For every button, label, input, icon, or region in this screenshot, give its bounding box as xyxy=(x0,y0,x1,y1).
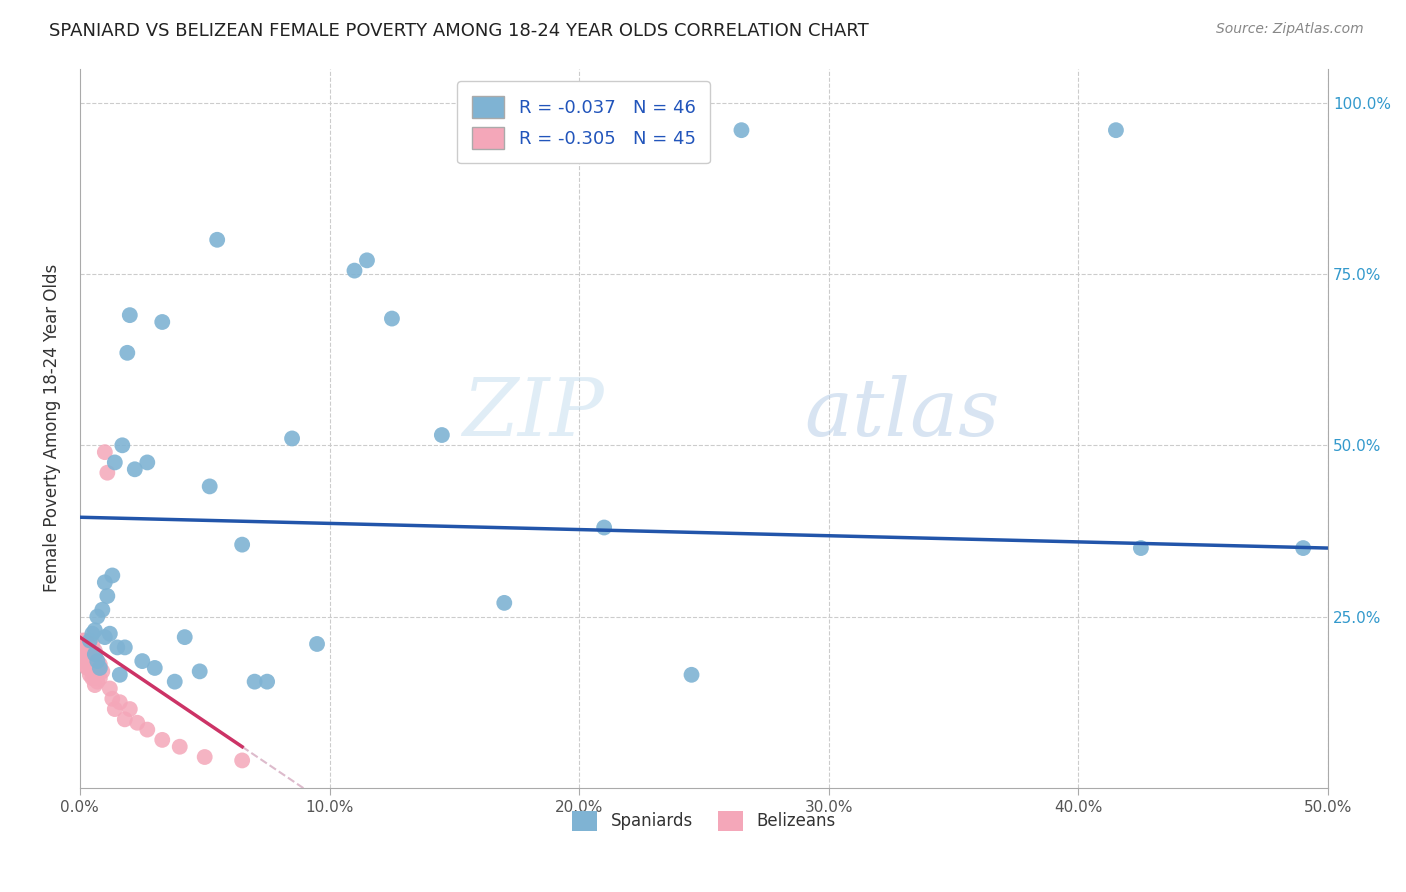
Text: ZIP: ZIP xyxy=(463,375,605,452)
Point xyxy=(305,637,328,651)
Point xyxy=(96,466,118,480)
Point xyxy=(86,609,108,624)
Point xyxy=(91,603,114,617)
Point xyxy=(96,589,118,603)
Point xyxy=(111,438,134,452)
Point xyxy=(356,253,378,268)
Point xyxy=(94,445,117,459)
Point xyxy=(143,661,166,675)
Text: SPANIARD VS BELIZEAN FEMALE POVERTY AMONG 18-24 YEAR OLDS CORRELATION CHART: SPANIARD VS BELIZEAN FEMALE POVERTY AMON… xyxy=(49,22,869,40)
Point xyxy=(173,630,195,644)
Point xyxy=(91,665,114,679)
Point xyxy=(89,657,111,672)
Point xyxy=(79,633,101,648)
Point xyxy=(73,647,96,661)
Point xyxy=(82,657,104,672)
Point xyxy=(243,674,266,689)
Point xyxy=(256,674,278,689)
Point xyxy=(117,346,139,360)
Point xyxy=(72,644,94,658)
Point xyxy=(1129,541,1152,555)
Point xyxy=(131,654,153,668)
Point xyxy=(98,626,121,640)
Point xyxy=(72,654,94,668)
Point xyxy=(194,750,217,764)
Point xyxy=(76,661,98,675)
Point xyxy=(281,432,304,446)
Point xyxy=(79,668,101,682)
Point xyxy=(1105,123,1128,137)
Point xyxy=(73,647,96,661)
Point xyxy=(86,665,108,679)
Point xyxy=(83,624,105,638)
Y-axis label: Female Poverty Among 18-24 Year Olds: Female Poverty Among 18-24 Year Olds xyxy=(44,264,60,592)
Point xyxy=(79,640,101,655)
Point xyxy=(86,654,108,668)
Point xyxy=(231,754,253,768)
Point xyxy=(430,428,453,442)
Point xyxy=(83,668,105,682)
Point xyxy=(76,661,98,675)
Point xyxy=(89,661,111,675)
Point xyxy=(86,674,108,689)
Point xyxy=(83,647,105,661)
Point xyxy=(89,671,111,685)
Point xyxy=(343,263,366,277)
Point xyxy=(94,630,117,644)
Point xyxy=(681,668,703,682)
Point xyxy=(163,674,186,689)
Point xyxy=(205,233,228,247)
Point xyxy=(73,633,96,648)
Point xyxy=(136,455,159,469)
Point xyxy=(104,702,127,716)
Point xyxy=(83,678,105,692)
Point xyxy=(82,626,104,640)
Point xyxy=(82,671,104,685)
Point xyxy=(73,654,96,668)
Point xyxy=(118,308,141,322)
Point xyxy=(231,538,253,552)
Text: atlas: atlas xyxy=(804,375,1000,452)
Point xyxy=(72,647,94,661)
Point xyxy=(118,702,141,716)
Point xyxy=(730,123,752,137)
Point xyxy=(1292,541,1315,555)
Point xyxy=(79,654,101,668)
Point xyxy=(114,640,136,655)
Point xyxy=(198,479,221,493)
Point xyxy=(150,315,173,329)
Point xyxy=(124,462,146,476)
Point xyxy=(104,455,127,469)
Point xyxy=(83,644,105,658)
Point xyxy=(98,681,121,696)
Point xyxy=(73,640,96,655)
Point xyxy=(94,575,117,590)
Point xyxy=(76,637,98,651)
Point xyxy=(108,668,131,682)
Point xyxy=(105,640,128,655)
Point xyxy=(76,644,98,658)
Point xyxy=(108,695,131,709)
Point xyxy=(101,568,124,582)
Point xyxy=(114,712,136,726)
Point xyxy=(150,732,173,747)
Point xyxy=(127,715,149,730)
Point xyxy=(72,633,94,648)
Text: Source: ZipAtlas.com: Source: ZipAtlas.com xyxy=(1216,22,1364,37)
Point xyxy=(593,520,616,534)
Point xyxy=(101,691,124,706)
Point xyxy=(494,596,516,610)
Point xyxy=(136,723,159,737)
Point xyxy=(86,654,108,668)
Legend: Spaniards, Belizeans: Spaniards, Belizeans xyxy=(560,797,849,844)
Point xyxy=(169,739,191,754)
Point xyxy=(79,647,101,661)
Point xyxy=(188,665,211,679)
Point xyxy=(76,650,98,665)
Point xyxy=(381,311,404,326)
Point xyxy=(82,661,104,675)
Point xyxy=(82,637,104,651)
